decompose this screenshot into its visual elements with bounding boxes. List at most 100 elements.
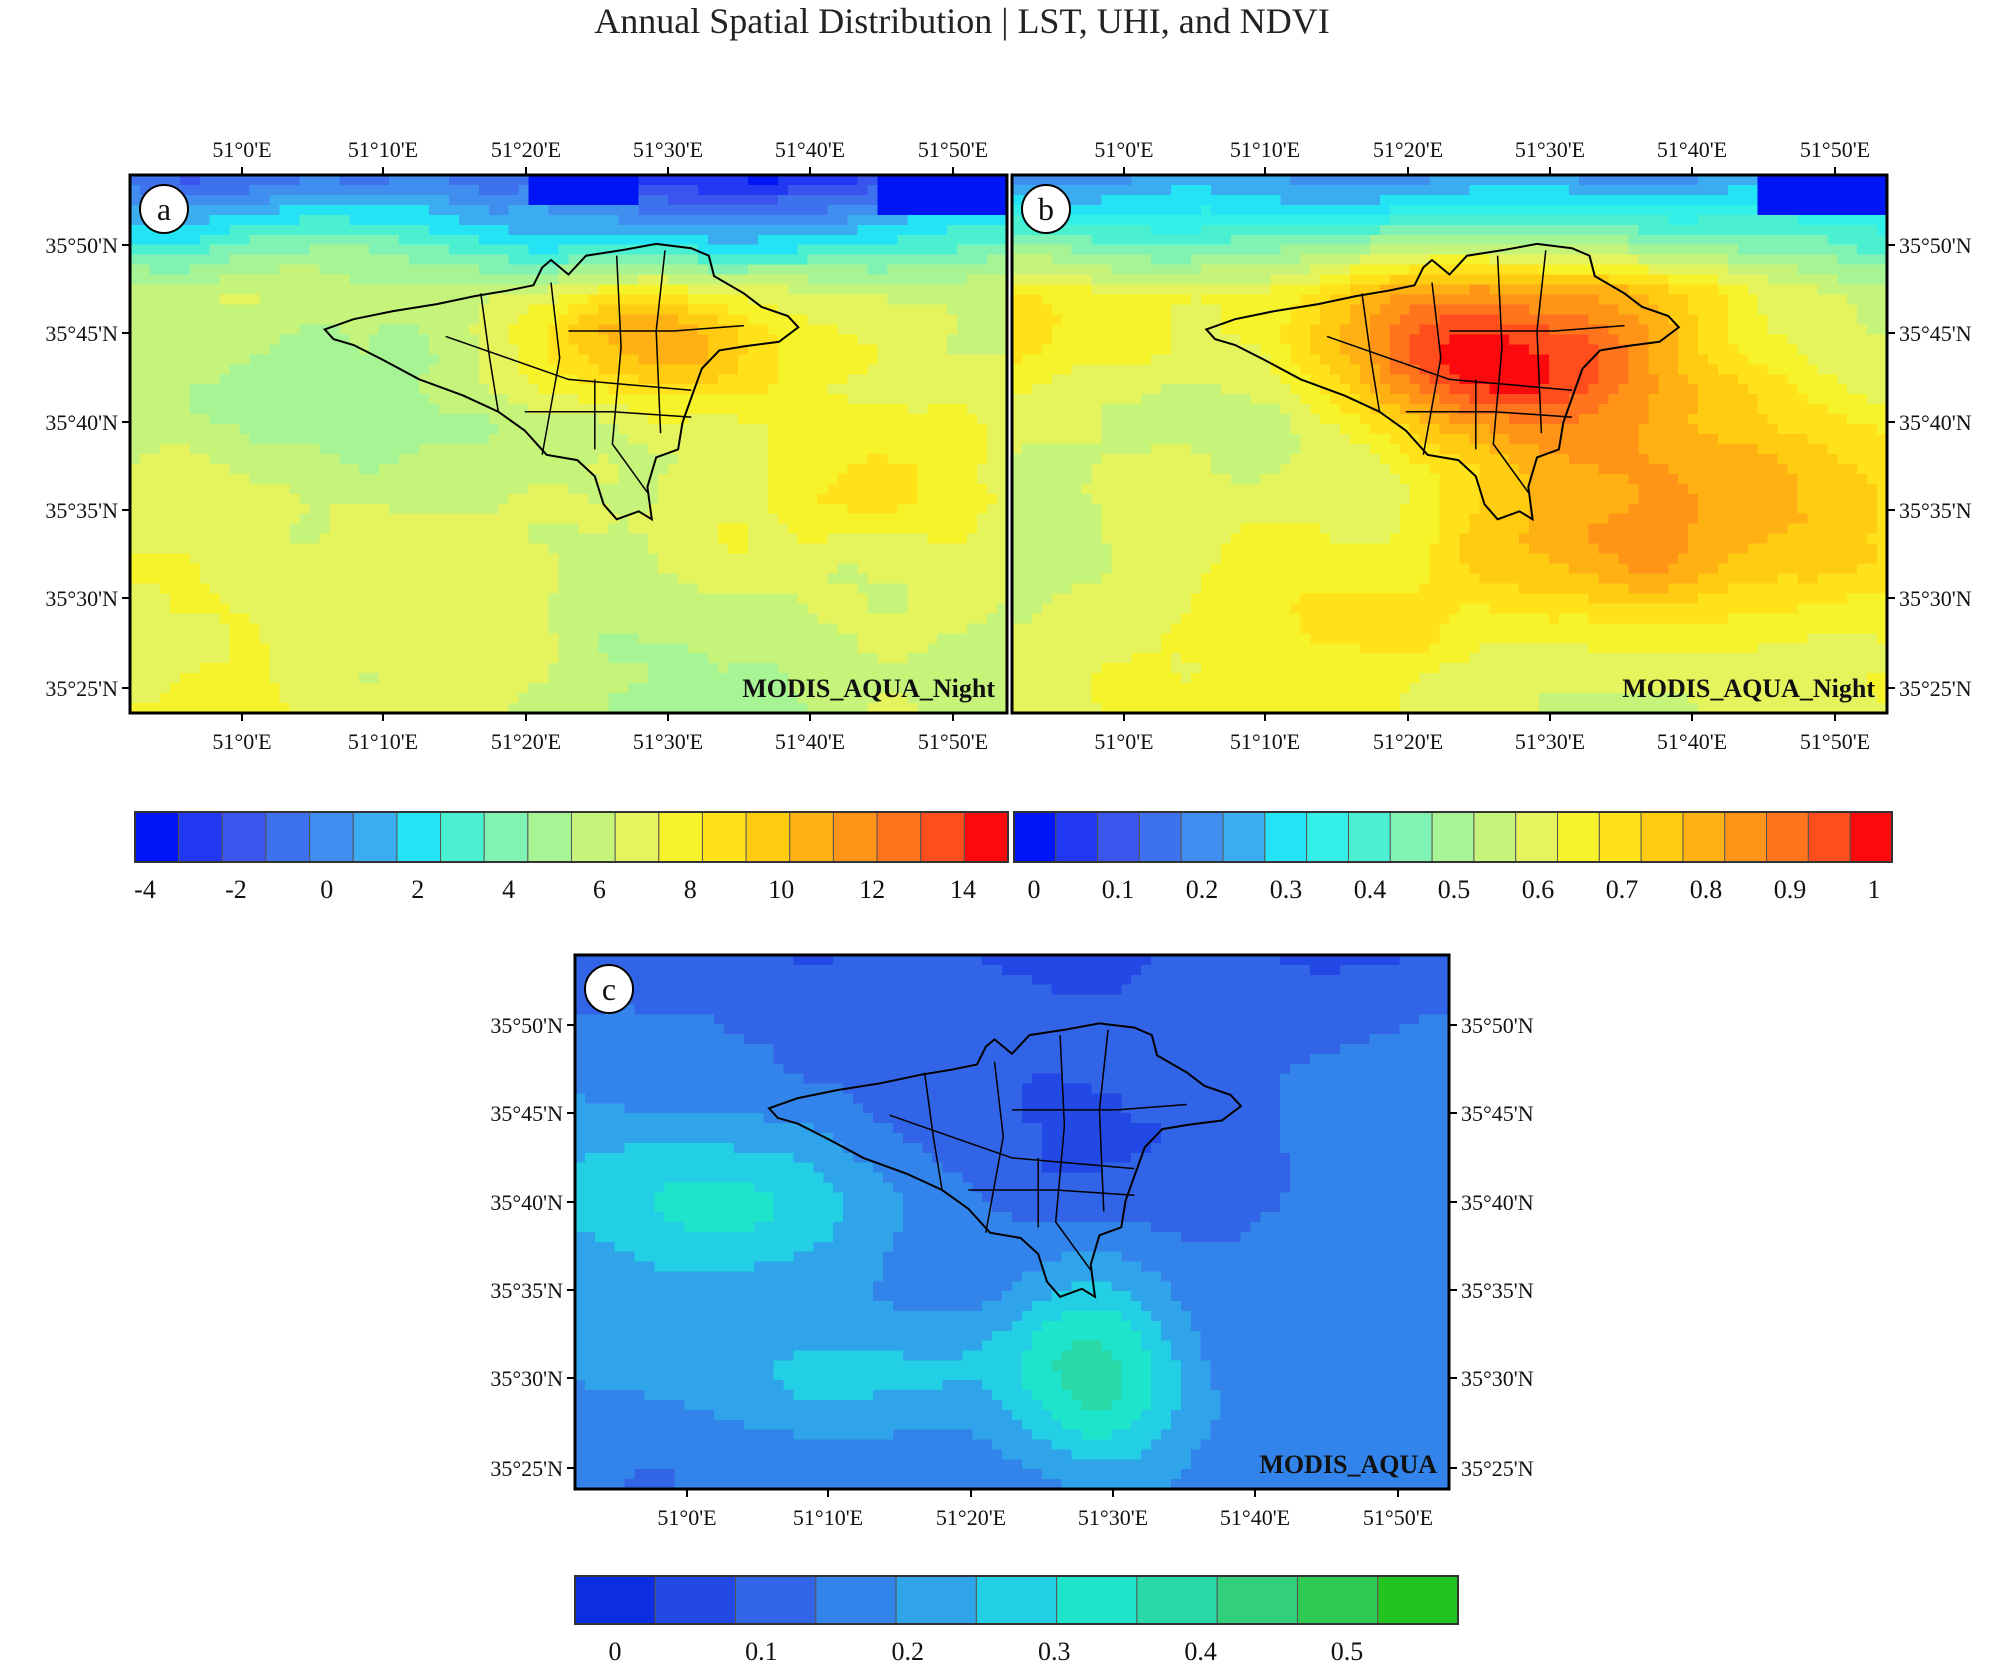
colorbar-swatch bbox=[1807, 811, 1851, 863]
district-line bbox=[568, 324, 744, 332]
lat-label-right: 35°50'N bbox=[1899, 233, 1972, 258]
district-line bbox=[1361, 293, 1381, 412]
colorbar-swatch bbox=[920, 811, 965, 863]
colorbar-swatch bbox=[895, 1575, 977, 1625]
lat-label-right: 35°25'N bbox=[1899, 676, 1972, 701]
colorbar-tick-label: 14 bbox=[950, 875, 976, 904]
district-line bbox=[480, 293, 500, 412]
city-boundary bbox=[322, 242, 800, 522]
district-line bbox=[1326, 335, 1573, 391]
district-line bbox=[524, 410, 692, 418]
colorbar-tick-label: 1 bbox=[1868, 875, 1881, 904]
lat-label-left: 35°35'N bbox=[45, 498, 118, 523]
lat-label-right: 35°40'N bbox=[1899, 410, 1972, 435]
lat-label-right: 35°30'N bbox=[1899, 586, 1972, 611]
lat-label-right: 35°45'N bbox=[1461, 1101, 1534, 1126]
colorbar-swatch bbox=[876, 811, 922, 863]
panel-frame bbox=[573, 953, 1451, 1491]
colorbar-swatch bbox=[1598, 811, 1642, 863]
colorbar-swatch bbox=[1056, 1575, 1138, 1625]
colorbar-ndvi: 0 0.1 0.2 0.3 0.4 0.5 bbox=[574, 1575, 1459, 1664]
lon-label-bottom: 51°30'E bbox=[633, 729, 703, 754]
district-line bbox=[968, 1189, 1135, 1197]
panel-frame bbox=[1010, 173, 1889, 715]
district-line bbox=[1012, 1103, 1187, 1111]
colorbar-tick-label: 0.7 bbox=[1606, 875, 1639, 904]
colorbar-tick-label: 0.1 bbox=[745, 1637, 778, 1664]
lon-label-top: 51°10'E bbox=[1230, 137, 1300, 162]
lon-label-top: 51°0'E bbox=[212, 137, 271, 162]
lon-label-bottom: 51°30'E bbox=[1078, 1505, 1148, 1530]
source-label: MODIS_AQUA_Night bbox=[1622, 674, 1875, 703]
lat-label-right: 35°25'N bbox=[1461, 1456, 1534, 1481]
panel-label: b bbox=[1038, 191, 1054, 227]
district-line bbox=[1492, 255, 1529, 493]
colorbar-swatch bbox=[1766, 811, 1809, 863]
lon-label-bottom: 51°40'E bbox=[1220, 1505, 1290, 1530]
colorbar-swatch bbox=[1296, 1575, 1379, 1625]
lon-label-bottom: 51°0'E bbox=[657, 1505, 716, 1530]
raster-ndvi bbox=[575, 955, 1449, 1489]
lon-label-bottom: 51°0'E bbox=[212, 729, 271, 754]
colorbar-tick-label: 2 bbox=[411, 875, 424, 904]
figure-title: Annual Spatial Distribution | LST, UHI, … bbox=[594, 1, 1330, 41]
lon-label-bottom: 51°20'E bbox=[936, 1505, 1006, 1530]
colorbar-swatch bbox=[1515, 811, 1559, 863]
colorbar-tick-label: 10 bbox=[768, 875, 794, 904]
city-boundary bbox=[1204, 242, 1681, 522]
colorbar-swatch bbox=[1222, 811, 1266, 863]
colorbar-tick-label: 0.5 bbox=[1438, 875, 1471, 904]
colorbar-swatch bbox=[1097, 811, 1140, 863]
panel-b: 51°0'E 51°0'E 51°10'E 51°10'E 51°20'E 51°20'E… bbox=[1010, 137, 1972, 754]
colorbar-swatch bbox=[654, 1575, 737, 1625]
colorbar-tick-label: 6 bbox=[593, 875, 606, 904]
colorbar-swatch bbox=[1180, 811, 1224, 863]
colorbar-swatch bbox=[1473, 811, 1517, 863]
colorbar-swatch bbox=[614, 811, 660, 863]
raster-uhi bbox=[1012, 175, 1887, 713]
lon-label-bottom: 51°50'E bbox=[1363, 1505, 1433, 1530]
lat-label-left: 35°25'N bbox=[490, 1456, 563, 1481]
colorbar-frame bbox=[134, 811, 1009, 863]
colorbar-swatch bbox=[574, 1575, 656, 1625]
lon-label-top: 51°10'E bbox=[348, 137, 418, 162]
colorbar-swatch bbox=[1377, 1575, 1459, 1625]
lon-label-bottom: 51°40'E bbox=[775, 729, 845, 754]
colorbar-tick-label: 0.1 bbox=[1102, 875, 1135, 904]
colorbar-swatch bbox=[1136, 1575, 1218, 1625]
colorbar-frame bbox=[574, 1575, 1459, 1625]
district-line bbox=[611, 255, 649, 493]
colorbar-swatch bbox=[440, 811, 485, 863]
city-boundary bbox=[767, 1022, 1243, 1299]
lon-label-bottom: 51°50'E bbox=[1800, 729, 1870, 754]
lat-label-right: 35°40'N bbox=[1461, 1190, 1534, 1215]
lat-label-left: 35°25'N bbox=[45, 676, 118, 701]
lon-label-bottom: 51°20'E bbox=[1373, 729, 1443, 754]
lon-label-bottom: 51°0'E bbox=[1094, 729, 1153, 754]
colorbar-swatch bbox=[309, 811, 354, 863]
lat-label-left: 35°45'N bbox=[45, 321, 118, 346]
panel-a: 51°0'E 51°0'E 51°10'E 51°10'E 51°20'E 51°20'E… bbox=[45, 137, 1009, 754]
colorbar-swatch bbox=[1264, 811, 1308, 863]
colorbar-tick-label: 12 bbox=[859, 875, 885, 904]
lon-label-bottom: 51°10'E bbox=[348, 729, 418, 754]
colorbar-tick-label: -4 bbox=[134, 875, 156, 904]
source-label: MODIS_AQUA bbox=[1259, 1450, 1437, 1479]
colorbar-swatch bbox=[832, 811, 878, 863]
panel-label-badge bbox=[1021, 184, 1071, 234]
colorbar-tick-label: 0.4 bbox=[1354, 875, 1387, 904]
district-line bbox=[923, 1072, 943, 1191]
colorbar-tick-label: 0 bbox=[609, 1637, 622, 1664]
lon-label-top: 51°20'E bbox=[491, 137, 561, 162]
lat-label-left: 35°40'N bbox=[490, 1190, 563, 1215]
colorbar-tick-label: -2 bbox=[225, 875, 247, 904]
colorbar-swatch bbox=[1013, 811, 1057, 863]
colorbar-swatch bbox=[1389, 811, 1433, 863]
lon-label-bottom: 51°10'E bbox=[793, 1505, 863, 1530]
colorbar-swatch bbox=[1849, 811, 1893, 863]
colorbar-tick-label: 0 bbox=[320, 875, 333, 904]
lon-label-top: 51°50'E bbox=[918, 137, 988, 162]
panel-label-badge bbox=[139, 184, 189, 234]
lat-label-left: 35°35'N bbox=[490, 1278, 563, 1303]
colorbar-swatch bbox=[1138, 811, 1182, 863]
